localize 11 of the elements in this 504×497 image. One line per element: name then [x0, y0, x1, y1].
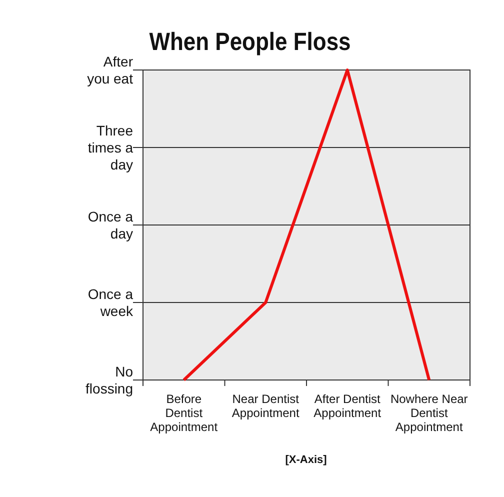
x-axis-title: [X-Axis] — [285, 454, 328, 466]
text: No flossing — [86, 364, 134, 396]
chart-title: When People Floss — [149, 28, 351, 56]
x-tick-label: After Dentist Appointment — [314, 392, 382, 420]
text: Once a week — [88, 286, 134, 319]
x-tick-label: Nowhere Near Dentist Appointment — [390, 392, 468, 434]
text: Three times a day — [88, 122, 134, 172]
x-tick-label: Near Dentist Appointment — [232, 392, 300, 420]
x-tick-label: Before Dentist Appointment — [150, 392, 218, 434]
text: Once a day — [88, 208, 134, 242]
text: After you eat — [87, 54, 134, 86]
